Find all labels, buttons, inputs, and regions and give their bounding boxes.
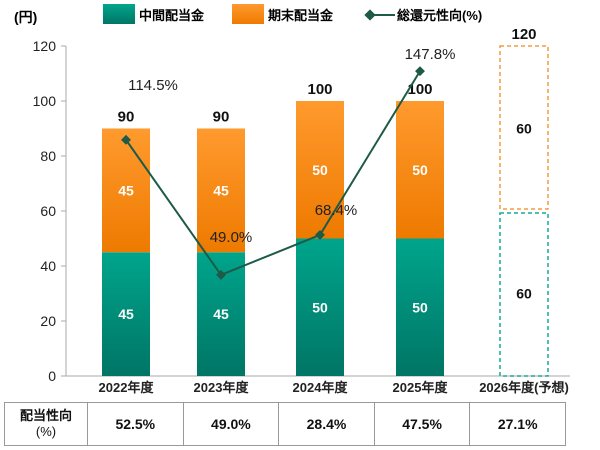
y-axis-label: (円) [14, 9, 37, 25]
interim-bar [102, 252, 150, 376]
payout-ratio-header: 配当性向 (%) [4, 402, 88, 446]
final-bar [396, 101, 444, 239]
payout-ratio-table: 配当性向 (%) 52.5% 49.0% 28.4% 47.5% 27.1% [4, 402, 566, 446]
x-tick-label: 2024年度 [293, 380, 349, 395]
x-tick-label: 2026年度(予想) [479, 380, 569, 395]
total-label: 90 [118, 109, 135, 126]
y-tick-label: 0 [48, 368, 56, 384]
payout-ratio-cell: 27.1% [469, 402, 566, 446]
ratio-label: 114.5% [128, 77, 178, 94]
interim-bar [396, 238, 444, 376]
final-bar [296, 101, 344, 239]
y-tick-label: 120 [33, 38, 57, 54]
interim-value-label: 60 [516, 286, 532, 302]
total-label: 90 [213, 109, 230, 126]
final-value-label: 60 [516, 121, 532, 137]
forecast-final-bar [499, 45, 549, 210]
y-tick-label: 80 [40, 148, 56, 164]
legend-swatch-interim [103, 4, 135, 24]
legend-diamond-icon [364, 9, 376, 21]
final-value-label: 45 [213, 182, 229, 198]
total-label: 100 [307, 81, 332, 98]
y-tick-label: 60 [40, 203, 56, 219]
ratio-point [216, 269, 226, 280]
ratio-point [315, 229, 325, 240]
interim-value-label: 50 [312, 299, 328, 315]
legend-label-final: 期末配当金 [268, 8, 334, 23]
total-label: 120 [511, 26, 536, 43]
y-tick-label: 100 [33, 93, 57, 109]
x-tick-label: 2023年度 [194, 380, 250, 395]
legend: 中間配当金 期末配当金 総還元性向(%) [103, 4, 482, 24]
ratio-label: 49.0% [210, 229, 253, 246]
payout-ratio-title: 配当性向 [19, 408, 72, 423]
ratio-label: 147.8% [405, 46, 456, 63]
y-tick-label: 40 [40, 258, 56, 274]
interim-value-label: 45 [213, 306, 229, 322]
payout-ratio-cell: 28.4% [278, 402, 375, 446]
x-tick-label: 2025年度 [393, 380, 449, 395]
forecast-interim-bar [499, 212, 549, 377]
ratio-line [125, 70, 421, 277]
payout-ratio-cell: 47.5% [373, 402, 471, 446]
final-bar [102, 128, 150, 253]
ratio-point [415, 66, 425, 77]
legend-label-interim: 中間配当金 [139, 8, 205, 23]
legend-label-ratio: 総還元性向(%) [397, 8, 482, 23]
ratio-point [121, 134, 131, 145]
chart-svg: (円) 中間配当金 期末配当金 総還元性向(%) 0 20 40 60 80 100 120… [14, 4, 570, 395]
ratio-label: 68.4% [315, 202, 358, 219]
x-tick-label: 2022年度 [99, 380, 155, 395]
interim-value-label: 50 [412, 299, 428, 315]
final-bar [197, 128, 245, 253]
total-label: 100 [407, 81, 432, 98]
y-tick-label: 20 [40, 313, 56, 329]
interim-value-label: 45 [118, 306, 134, 322]
final-value-label: 50 [312, 162, 328, 178]
final-value-label: 50 [412, 162, 428, 178]
final-value-label: 45 [118, 182, 134, 198]
payout-ratio-cell: 52.5% [87, 402, 184, 446]
interim-bar [296, 238, 344, 376]
legend-swatch-final [232, 4, 264, 24]
payout-ratio-unit: (%) [35, 424, 57, 439]
payout-ratio-cell: 49.0% [182, 402, 280, 446]
